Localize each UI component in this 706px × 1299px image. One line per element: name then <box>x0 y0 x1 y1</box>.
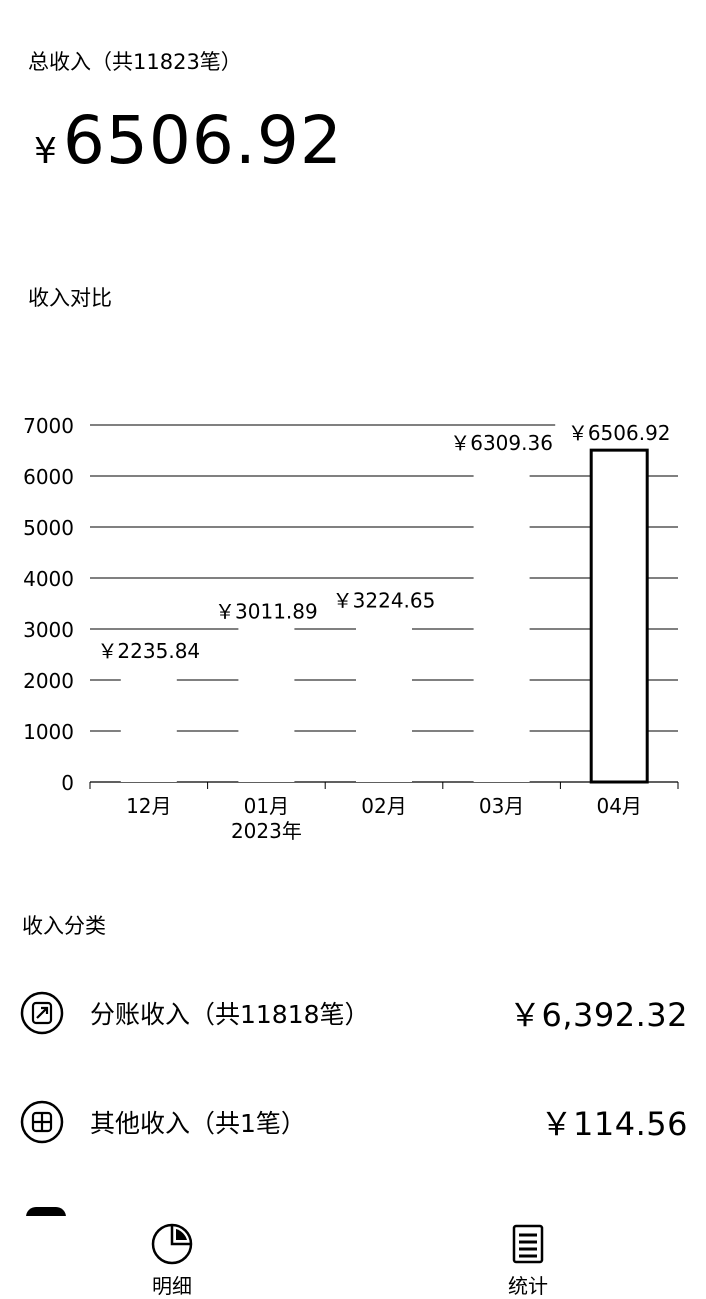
y-tick-label: 7000 <box>23 414 74 438</box>
category-row-other-income[interactable]: 其他收入（共1笔） ￥114.56 <box>20 1094 688 1150</box>
year-label: 2023年 <box>231 819 302 843</box>
bar-value-label: ￥2235.84 <box>97 639 200 663</box>
x-tick-label: 03月 <box>479 794 524 818</box>
y-tick-label: 6000 <box>23 465 74 489</box>
bar-label-bg <box>202 598 331 623</box>
total-income-amount: ¥ 6506.92 <box>34 102 343 179</box>
bar-value-label: ￥3011.89 <box>215 599 318 623</box>
currency-symbol: ¥ <box>34 131 57 172</box>
bar <box>589 448 649 784</box>
category-icon-partial <box>26 1207 66 1217</box>
bar-label-bg <box>437 430 566 455</box>
total-amount-value: 6506.92 <box>62 102 343 179</box>
category-row-split-income[interactable]: 分账收入（共11818笔） ￥6,392.32 <box>20 985 688 1041</box>
bar <box>238 628 295 782</box>
bar <box>120 667 177 782</box>
category-amount: ￥6,392.32 <box>508 996 688 1034</box>
bar-label-bg <box>84 637 213 662</box>
total-income-label: 总收入（共11823笔） <box>28 50 242 74</box>
y-tick-label: 3000 <box>23 618 74 642</box>
bar <box>356 617 412 782</box>
income-comparison-title: 收入对比 <box>28 286 112 310</box>
x-tick-label: 02月 <box>361 794 406 818</box>
nav-label: 明细 <box>152 1274 192 1298</box>
pie-chart-icon <box>112 1222 232 1266</box>
bar-label-bg <box>320 587 448 612</box>
ledger-icon <box>468 1222 588 1266</box>
income-category-title: 收入分类 <box>22 914 106 938</box>
bottom-navigation: 明细 统计 <box>0 1216 706 1298</box>
x-tick-label: 01月 <box>244 794 289 818</box>
y-tick-label: 5000 <box>23 516 74 540</box>
y-tick-label: 4000 <box>23 567 74 591</box>
y-tick-label: 0 <box>61 771 74 795</box>
x-tick-label: 04月 <box>596 794 641 818</box>
bar-label-bg <box>555 420 684 445</box>
other-income-icon <box>20 1100 64 1144</box>
nav-item-details[interactable]: 明细 <box>112 1216 232 1299</box>
y-tick-label: 2000 <box>23 669 74 693</box>
bar <box>473 460 530 782</box>
category-label: 其他收入（共1笔） <box>90 1109 306 1138</box>
bar-value-label: ￥3224.65 <box>333 589 436 613</box>
bar-value-label: ￥6506.92 <box>568 421 671 445</box>
nav-item-statistics[interactable]: 统计 <box>468 1216 588 1299</box>
bar-value-label: ￥6309.36 <box>450 431 553 455</box>
y-tick-label: 1000 <box>23 720 74 744</box>
split-income-icon <box>20 991 64 1035</box>
nav-label: 统计 <box>508 1274 548 1298</box>
category-amount: ￥114.56 <box>540 1105 688 1143</box>
income-comparison-chart: 0 1000 2000 3000 4000 5000 6000 7000 ￥2235.84 12月… <box>23 414 684 843</box>
x-tick-label: 12月 <box>126 794 171 818</box>
category-label: 分账收入（共11818笔） <box>90 1000 370 1029</box>
